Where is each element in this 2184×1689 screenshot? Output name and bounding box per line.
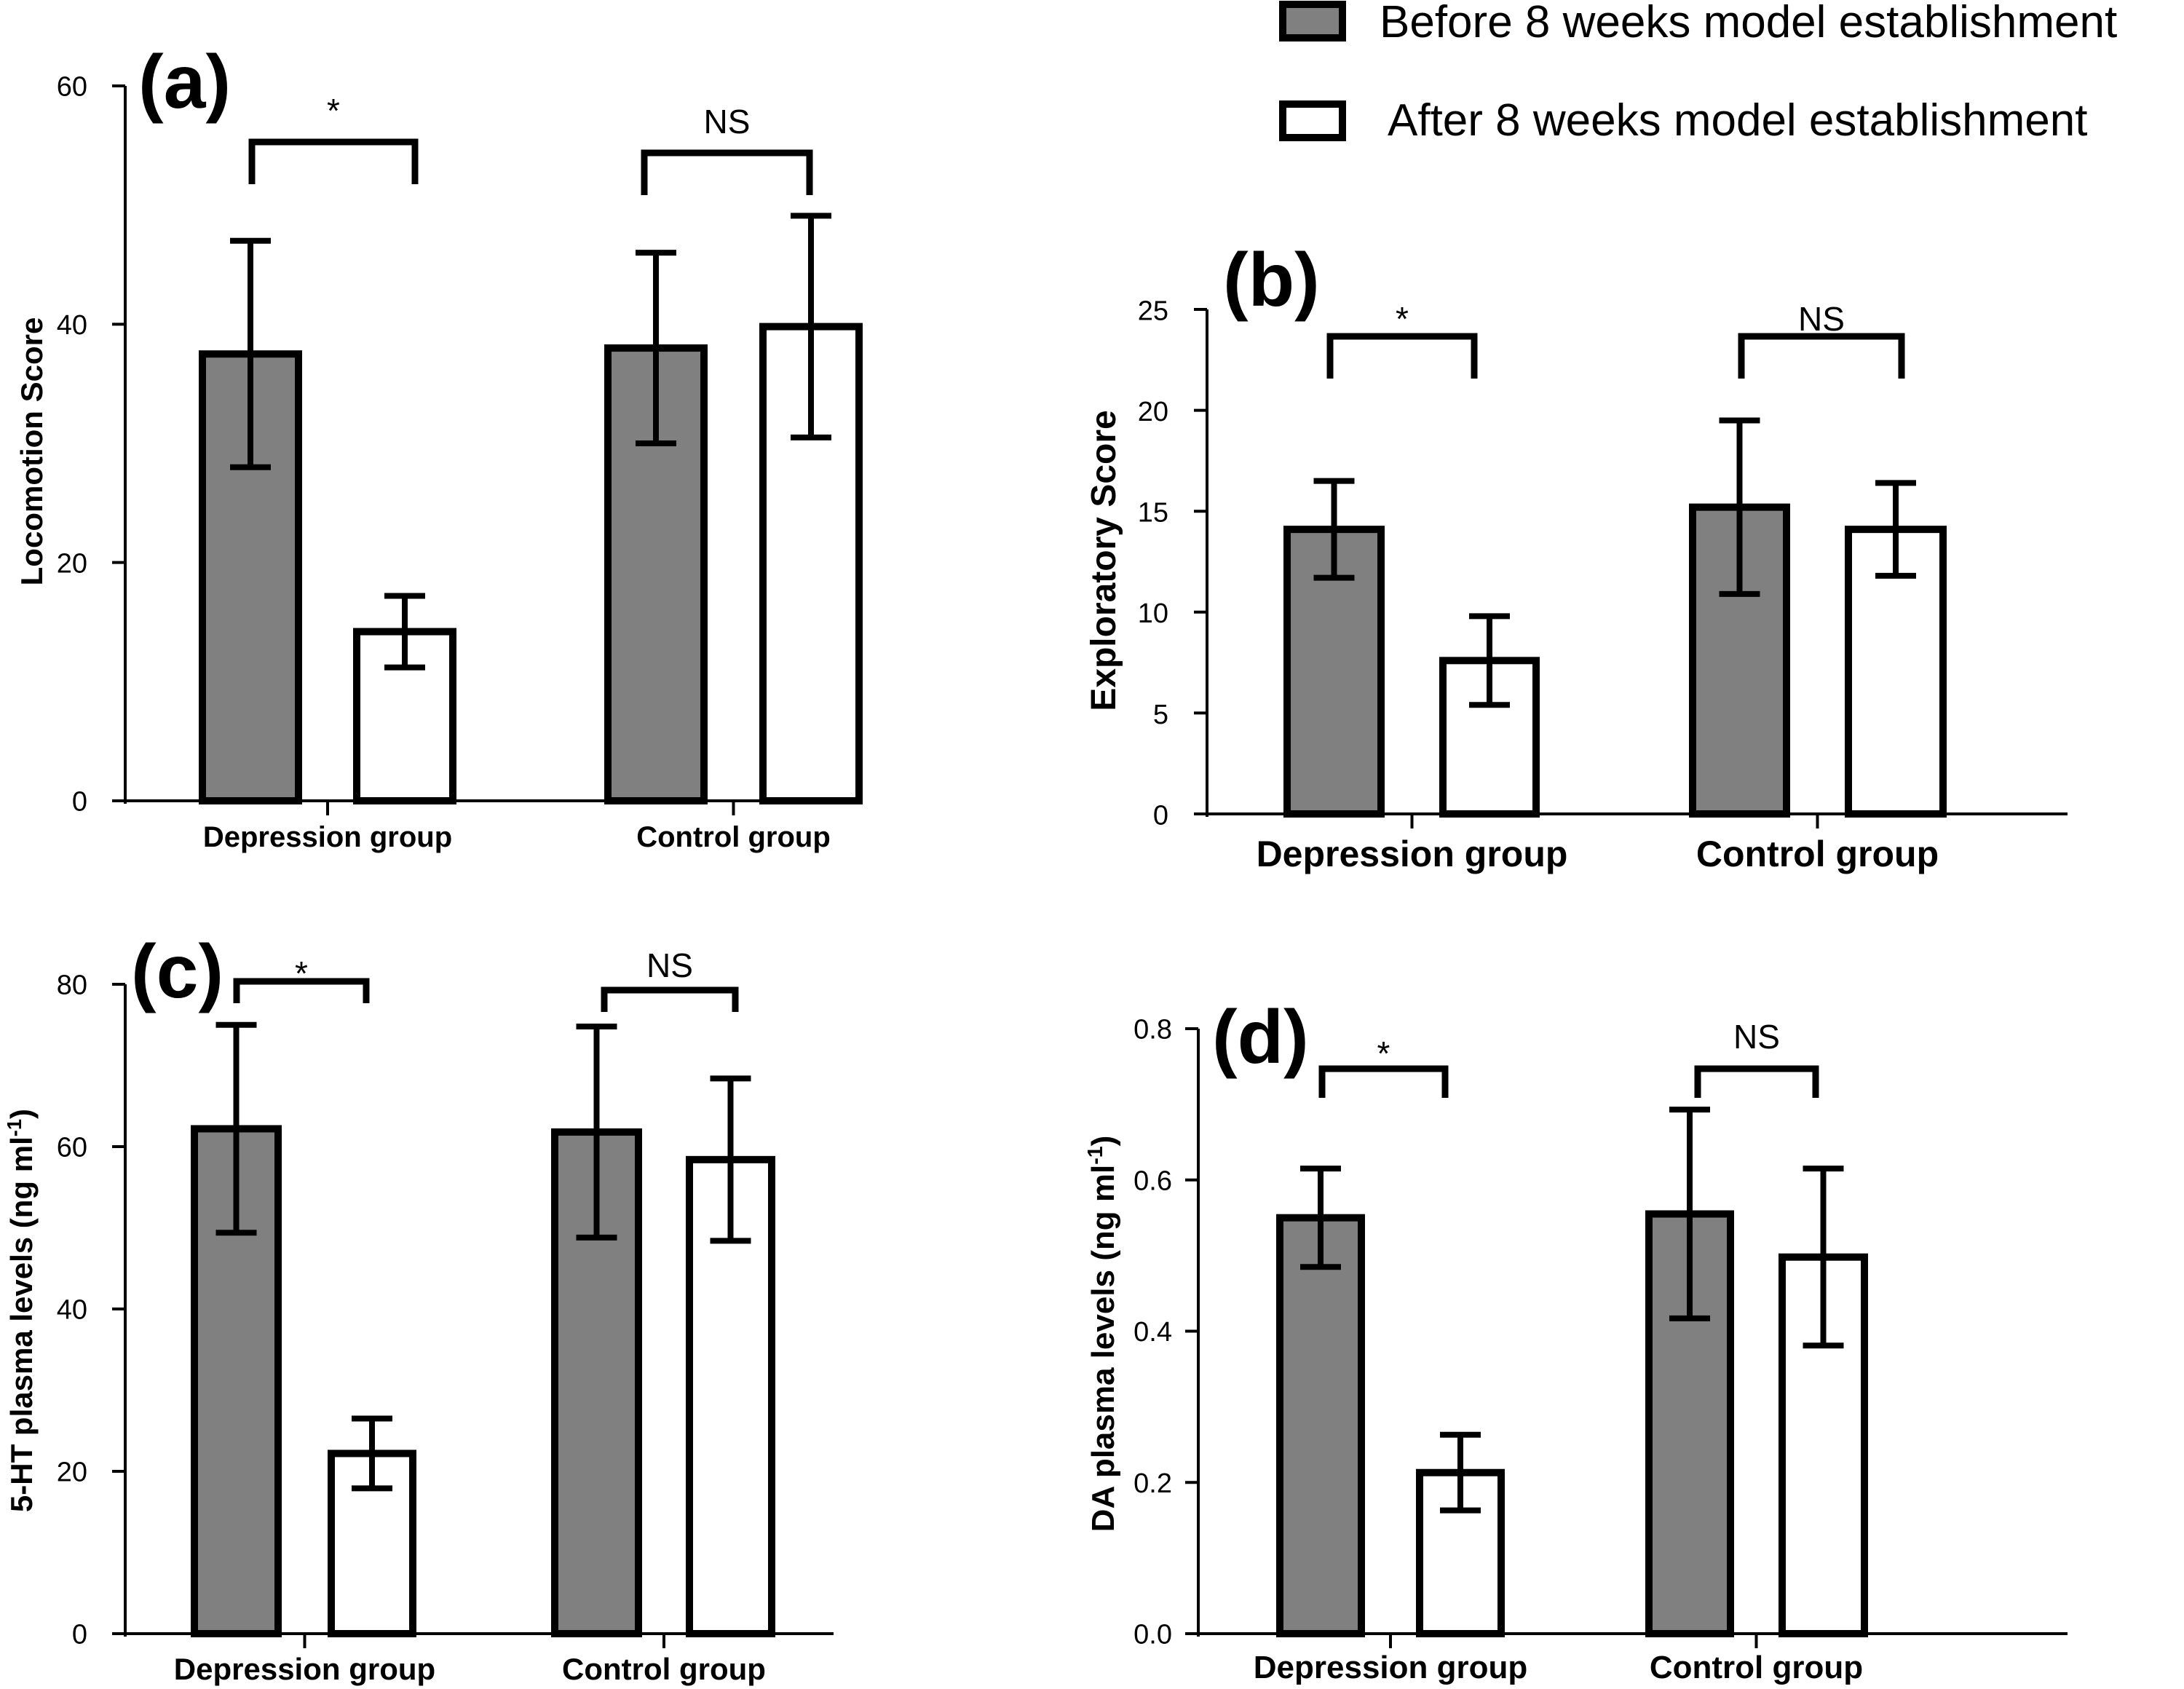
error-bar: [1469, 613, 1510, 708]
panel-b: 0 5 10 15 20 25 Depression group Control group E…: [1085, 238, 2068, 874]
significance-label: *: [1377, 1035, 1390, 1072]
y-axis-title: DA plasma levels (ng ml-1): [1084, 1136, 1121, 1532]
y-axis-title: Exploratory Score: [1085, 410, 1123, 711]
y-axis-title: Locomotion Score: [15, 317, 49, 586]
significance-bracket: NS: [641, 103, 813, 195]
x-category-label: Control group: [1696, 834, 1939, 874]
y-tick-label: 0.0: [1133, 1620, 1172, 1650]
significance-label: NS: [1733, 1018, 1780, 1056]
error-bar: [384, 593, 425, 671]
legend-swatch-before: [1279, 1, 1346, 41]
legend-swatch-after: [1279, 100, 1346, 141]
x-category-label: Depression group: [174, 1652, 435, 1686]
panel-letter: (a): [138, 40, 231, 124]
y-tick-label: 0.8: [1133, 1015, 1172, 1045]
panel-a: 0 20 40 60 Depression group Control group Loco…: [15, 40, 863, 853]
x-category-label: Control group: [1650, 1650, 1863, 1685]
panel-letter: (b): [1223, 238, 1320, 323]
significance-bracket: NS: [1694, 1018, 1819, 1098]
error-bar: [576, 1023, 617, 1241]
error-bar: [1300, 1166, 1341, 1270]
error-bar: [636, 250, 676, 446]
x-category-label: Depression group: [203, 821, 452, 853]
y-tick-label: 0.4: [1133, 1317, 1172, 1348]
significance-label: *: [327, 92, 340, 130]
error-bar: [1313, 478, 1355, 581]
y-tick-label: 0: [72, 787, 87, 818]
y-tick-label: 0: [72, 1620, 87, 1650]
legend-label-after: After 8 weeks model establishment: [1388, 95, 2087, 146]
significance-bracket: NS: [601, 946, 739, 1012]
error-bar: [1719, 417, 1760, 597]
significance-label: NS: [646, 946, 693, 984]
x-category-label: Control group: [636, 821, 831, 853]
error-bar: [1875, 480, 1916, 579]
error-bar: [710, 1075, 751, 1244]
panel-letter: (d): [1212, 995, 1309, 1080]
x-category-label: Depression group: [1254, 1650, 1528, 1685]
y-tick-label: 20: [57, 548, 87, 579]
significance-bracket: *: [1318, 1035, 1449, 1098]
error-bar: [230, 237, 271, 470]
bar-before-depression: [1283, 526, 1385, 818]
y-tick-label: 40: [57, 1295, 87, 1326]
error-bar: [1803, 1166, 1844, 1349]
x-category-label: Depression group: [1257, 834, 1568, 874]
significance-bracket: *: [1326, 300, 1478, 379]
error-bar: [352, 1415, 392, 1492]
y-tick-label: 0.6: [1133, 1166, 1172, 1196]
panel-letter: (c): [131, 930, 223, 1014]
error-bar: [1669, 1107, 1710, 1321]
y-tick-label: 20: [1138, 397, 1168, 427]
y-tick-label: 25: [1138, 296, 1168, 326]
y-tick-label: 80: [57, 970, 87, 1001]
legend-label-before: Before 8 weeks model establishment: [1380, 0, 2117, 47]
y-tick-label: 40: [57, 310, 87, 341]
error-bar: [215, 1021, 257, 1236]
y-tick-label: 60: [57, 1133, 87, 1163]
significance-label: NS: [704, 103, 751, 141]
y-tick-label: 5: [1153, 700, 1168, 730]
significance-bracket: *: [233, 954, 370, 1003]
panel-c: 0 20 40 60 80 Depression group Control group 5-…: [3, 930, 834, 1686]
error-bar: [1440, 1431, 1481, 1514]
y-tick-label: 15: [1138, 498, 1168, 529]
legend: Before 8 weeks model establishment After…: [1279, 0, 2117, 146]
y-tick-label: 0.2: [1133, 1468, 1172, 1499]
y-tick-label: 20: [57, 1457, 87, 1488]
panel-d: 0.0 0.2 0.4 0.6 0.8 Depression group Control g…: [1084, 995, 2068, 1685]
significance-label: *: [295, 954, 308, 992]
y-axis-title: 5-HT plasma levels (ng ml-1): [3, 1109, 39, 1512]
error-bar: [791, 213, 831, 440]
significance-bracket: NS: [1738, 300, 1905, 379]
significance-label: *: [1396, 300, 1409, 338]
significance-bracket: *: [248, 92, 419, 184]
y-tick-label: 0: [1153, 800, 1168, 831]
y-tick-label: 10: [1138, 598, 1168, 629]
significance-label: NS: [1798, 300, 1845, 338]
bar-before-depression: [1276, 1214, 1365, 1637]
y-tick-label: 60: [57, 72, 87, 103]
x-category-label: Control group: [562, 1652, 766, 1686]
